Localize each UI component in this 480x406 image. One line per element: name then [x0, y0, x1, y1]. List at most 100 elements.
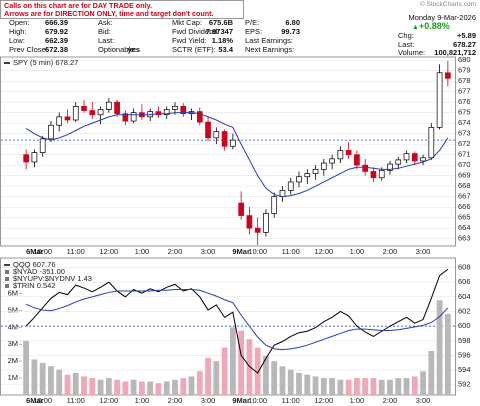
quote-label: Ask:	[98, 18, 113, 27]
series-line	[25, 289, 449, 351]
candle-body	[196, 111, 203, 123]
volume-bar	[370, 378, 377, 395]
candle-body	[345, 150, 352, 155]
candle-body	[31, 152, 38, 163]
y-tick-label: 666	[458, 202, 471, 211]
candle-body	[155, 111, 162, 116]
quote-label: Fwd Dividend:	[172, 27, 220, 36]
y-tick-label: 678	[458, 76, 471, 85]
candle-body	[304, 173, 311, 178]
quote-value: 99.73	[281, 27, 300, 36]
volume-bar	[403, 378, 410, 395]
volume-bar	[39, 362, 46, 395]
volume-bar	[354, 378, 360, 395]
volume-bar	[205, 357, 211, 395]
y-tick-label: 4M	[8, 322, 18, 331]
y-tick-label: 674	[458, 118, 471, 127]
x-tick-label: 12:00	[99, 396, 118, 405]
candle-body	[329, 158, 335, 164]
candle-body	[213, 131, 220, 139]
session-label: Chg:	[398, 31, 414, 40]
quote-label: EPS:	[245, 27, 263, 36]
series-line	[25, 268, 449, 374]
candle-body	[48, 124, 54, 140]
candle-body	[263, 213, 269, 233]
x-tick-label: 3:00	[201, 247, 216, 256]
candle-body	[163, 109, 170, 116]
candle-body	[362, 164, 369, 172]
x-tick-label: 6Mar	[26, 247, 44, 256]
quote-value: 679.92	[45, 27, 68, 36]
candle-body	[296, 176, 302, 183]
y-tick-label: 3M	[8, 339, 18, 348]
y2-tick-label: 602	[458, 306, 471, 315]
volume-bar	[428, 351, 435, 395]
legend-symbol	[5, 277, 9, 281]
y-tick-label: 680	[458, 55, 471, 64]
change-percent: ▲+0.88%	[412, 21, 450, 32]
candle-body	[403, 153, 410, 161]
x-tick-label: 11:00	[282, 396, 300, 405]
y2-tick-label: 598	[458, 336, 471, 345]
volume-bar	[287, 369, 294, 395]
volume-bar	[56, 369, 63, 395]
x-tick-label: 1:00	[135, 247, 150, 256]
x-tick-label: 10:00	[33, 247, 52, 256]
volume-bar	[72, 373, 79, 395]
x-tick-label: 3:00	[201, 396, 216, 405]
session-label: Last:	[398, 39, 415, 49]
credit: © StockCharts.com	[419, 1, 476, 8]
volume-bar	[444, 313, 451, 395]
volume-bar	[304, 374, 311, 395]
x-tick-label: 2:00	[168, 247, 183, 256]
volume-bar	[188, 376, 195, 395]
volume-bar	[411, 376, 418, 395]
y-tick-label: 679	[458, 66, 471, 75]
x-tick-label: 1:00	[135, 396, 150, 405]
candle-body	[387, 163, 393, 171]
annotation: $NYUPV:$NYDNV 1.43	[13, 274, 92, 283]
volume-bar	[31, 359, 38, 395]
y-tick-label: 1M	[8, 373, 18, 382]
x-tick-label: 2:00	[383, 247, 398, 256]
y2-tick-label: 594	[458, 365, 471, 374]
volume-bar	[263, 356, 269, 395]
quote-value: 1.18%	[211, 36, 233, 45]
x-tick-label: 11:00	[67, 247, 85, 256]
legend-symbol	[5, 284, 9, 288]
quote-label: Open:	[9, 18, 30, 27]
volume-bar	[254, 347, 261, 395]
x-tick-label: 12:00	[314, 247, 333, 256]
quote-value: 53.4	[218, 45, 233, 54]
session-value: 100,821,712	[434, 48, 476, 57]
quote-value: 675.6B	[208, 18, 233, 27]
y-tick-label: 672	[458, 139, 471, 148]
x-tick-label: 2:00	[168, 396, 183, 405]
y-tick-label: 676	[458, 97, 471, 106]
volume-bar	[320, 378, 327, 395]
session-label: Volume:	[398, 48, 426, 57]
x-tick-label: 10:00	[248, 396, 267, 405]
candle-body	[205, 121, 211, 139]
volume-bar	[130, 379, 137, 395]
volume-bar	[378, 379, 385, 395]
volume-bar	[271, 361, 278, 395]
quote-label: Mkt Cap:	[172, 18, 203, 27]
session-value: 678.27	[453, 39, 476, 49]
candle-body	[271, 196, 278, 214]
volume-bar	[114, 379, 120, 395]
x-tick-label: 12:00	[99, 247, 118, 256]
y-tick-label: 669	[458, 171, 471, 180]
legend-label: SPY (5 min) 678.27	[13, 58, 78, 67]
y-tick-label: 677	[458, 87, 471, 96]
candle-body	[312, 169, 319, 174]
candle-body	[395, 159, 402, 165]
volume-bar	[436, 300, 443, 395]
x-tick-label: 6Mar	[26, 396, 44, 405]
quote-value: 666.39	[45, 18, 68, 27]
volume-bar	[238, 330, 245, 395]
x-tick-label: 11:00	[67, 396, 85, 405]
candle-body	[287, 181, 294, 191]
volume-bar	[105, 378, 112, 395]
